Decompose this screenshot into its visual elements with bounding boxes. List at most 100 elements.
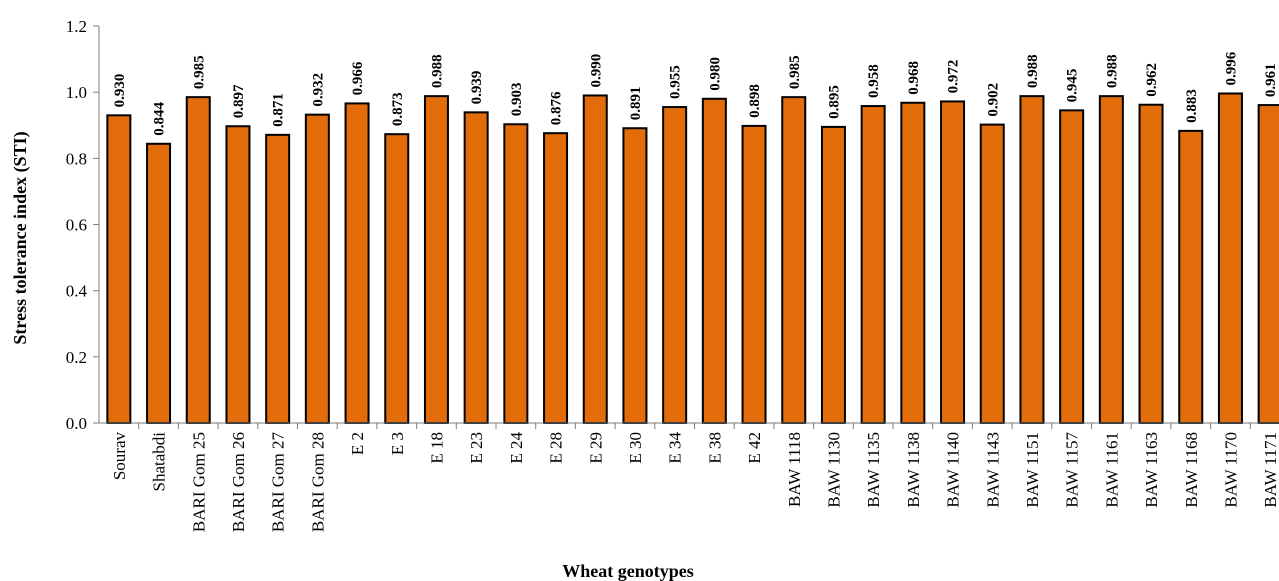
bar (1019, 95, 1045, 425)
category-label: BAW 1157 (1063, 432, 1082, 508)
data-label: 0.871 (271, 93, 287, 127)
category-label: BAW 1171 (1261, 432, 1279, 508)
bar (1138, 103, 1164, 424)
bar (701, 97, 727, 425)
data-label: 0.988 (1025, 54, 1041, 88)
data-label: 0.876 (549, 91, 565, 125)
data-label: 0.958 (866, 64, 882, 98)
category-label: BAW 1135 (864, 432, 883, 508)
bar (1217, 92, 1243, 425)
bar (741, 124, 767, 425)
category-label: E 2 (348, 432, 367, 455)
category-label: E 34 (666, 432, 685, 464)
bar (185, 96, 211, 424)
y-tick-label: 0.6 (66, 216, 87, 235)
data-label: 0.985 (191, 55, 207, 89)
category-label: E 38 (705, 432, 724, 464)
data-labels: 0.930 0.844 0.985 0.897 0.871 0.932 0.966 0.873… (112, 51, 1279, 136)
bar (781, 96, 807, 424)
y-tick-label: 1.0 (66, 83, 87, 102)
bars (106, 92, 1279, 425)
data-label: 0.930 (112, 74, 128, 108)
category-label: E 30 (626, 432, 645, 464)
category-label: BAW 1151 (1023, 432, 1042, 508)
bar (662, 106, 688, 424)
category-label: BAW 1143 (983, 432, 1002, 508)
category-label: E 24 (507, 432, 526, 464)
bar (503, 123, 529, 424)
data-label: 0.962 (1144, 63, 1160, 97)
data-label: 0.902 (985, 83, 1001, 117)
bar (940, 100, 966, 425)
data-label: 0.897 (231, 84, 247, 118)
bar (1098, 95, 1124, 425)
category-label: E 42 (745, 432, 764, 464)
y-tick-label: 0.0 (66, 414, 87, 433)
bar (463, 111, 489, 424)
y-tick-label: 0.2 (66, 348, 87, 367)
bar (979, 123, 1005, 424)
data-label: 0.873 (390, 92, 406, 126)
category-label: E 18 (427, 432, 446, 464)
category-label: BAW 1163 (1142, 432, 1161, 508)
bar (582, 94, 608, 424)
data-label: 0.988 (429, 54, 445, 88)
data-label: 0.945 (1065, 69, 1081, 103)
y-axis: 0.0 0.2 0.4 0.6 0.8 1.0 1.2 (66, 17, 100, 433)
data-label: 0.895 (826, 85, 842, 119)
data-label: 0.996 (1223, 51, 1239, 85)
bar (106, 114, 132, 424)
bar (265, 133, 291, 424)
data-label: 0.961 (1263, 63, 1279, 97)
data-label: 0.988 (1104, 54, 1120, 88)
bar (900, 101, 926, 425)
data-label: 0.883 (1184, 89, 1200, 123)
bar (384, 133, 410, 424)
data-label: 0.968 (906, 61, 922, 95)
category-label: E 28 (547, 432, 566, 464)
category-label: BAW 1140 (944, 432, 963, 508)
category-label: BARI Gom 26 (229, 432, 248, 532)
bar (423, 95, 449, 425)
category-label: E 23 (467, 432, 486, 464)
data-label: 0.985 (787, 55, 803, 89)
bar (1257, 104, 1279, 425)
data-label: 0.898 (747, 84, 763, 118)
data-label: 0.932 (310, 73, 326, 107)
y-tick-label: 0.8 (66, 149, 87, 168)
bar (225, 125, 251, 425)
category-label: BAW 1170 (1221, 432, 1240, 508)
data-label: 0.980 (707, 57, 723, 91)
category-label: BARI Gom 27 (269, 432, 288, 533)
bar (860, 105, 886, 424)
bar (344, 102, 370, 424)
data-label: 0.844 (152, 102, 168, 136)
bar (622, 127, 648, 424)
y-tick-label: 1.2 (66, 17, 87, 36)
category-label: Sourav (110, 432, 129, 481)
bar (1178, 129, 1204, 424)
category-label: BAW 1130 (824, 432, 843, 508)
x-axis: Sourav Shatabdi BARI Gom 25 BARI Gom 26 BARI… (99, 422, 1279, 533)
category-label: BARI Gom 28 (308, 432, 327, 532)
data-label: 0.939 (469, 71, 485, 105)
bar (543, 132, 569, 424)
category-label: BAW 1118 (785, 432, 804, 507)
data-label: 0.990 (588, 54, 604, 88)
bar (820, 125, 846, 424)
data-label: 0.891 (628, 86, 644, 120)
data-label: 0.972 (946, 60, 962, 94)
data-label: 0.955 (668, 65, 684, 99)
bar (1059, 109, 1085, 425)
category-label: BARI Gom 25 (189, 432, 208, 532)
category-label: BAW 1168 (1182, 432, 1201, 508)
data-label: 0.903 (509, 83, 525, 117)
category-label: E 29 (586, 432, 605, 464)
bar (304, 113, 330, 424)
bar (146, 142, 172, 424)
x-axis-title: Wheat genotypes (562, 561, 694, 581)
category-label: BAW 1161 (1102, 432, 1121, 508)
data-label: 0.966 (350, 61, 366, 95)
category-label: E 3 (388, 432, 407, 455)
